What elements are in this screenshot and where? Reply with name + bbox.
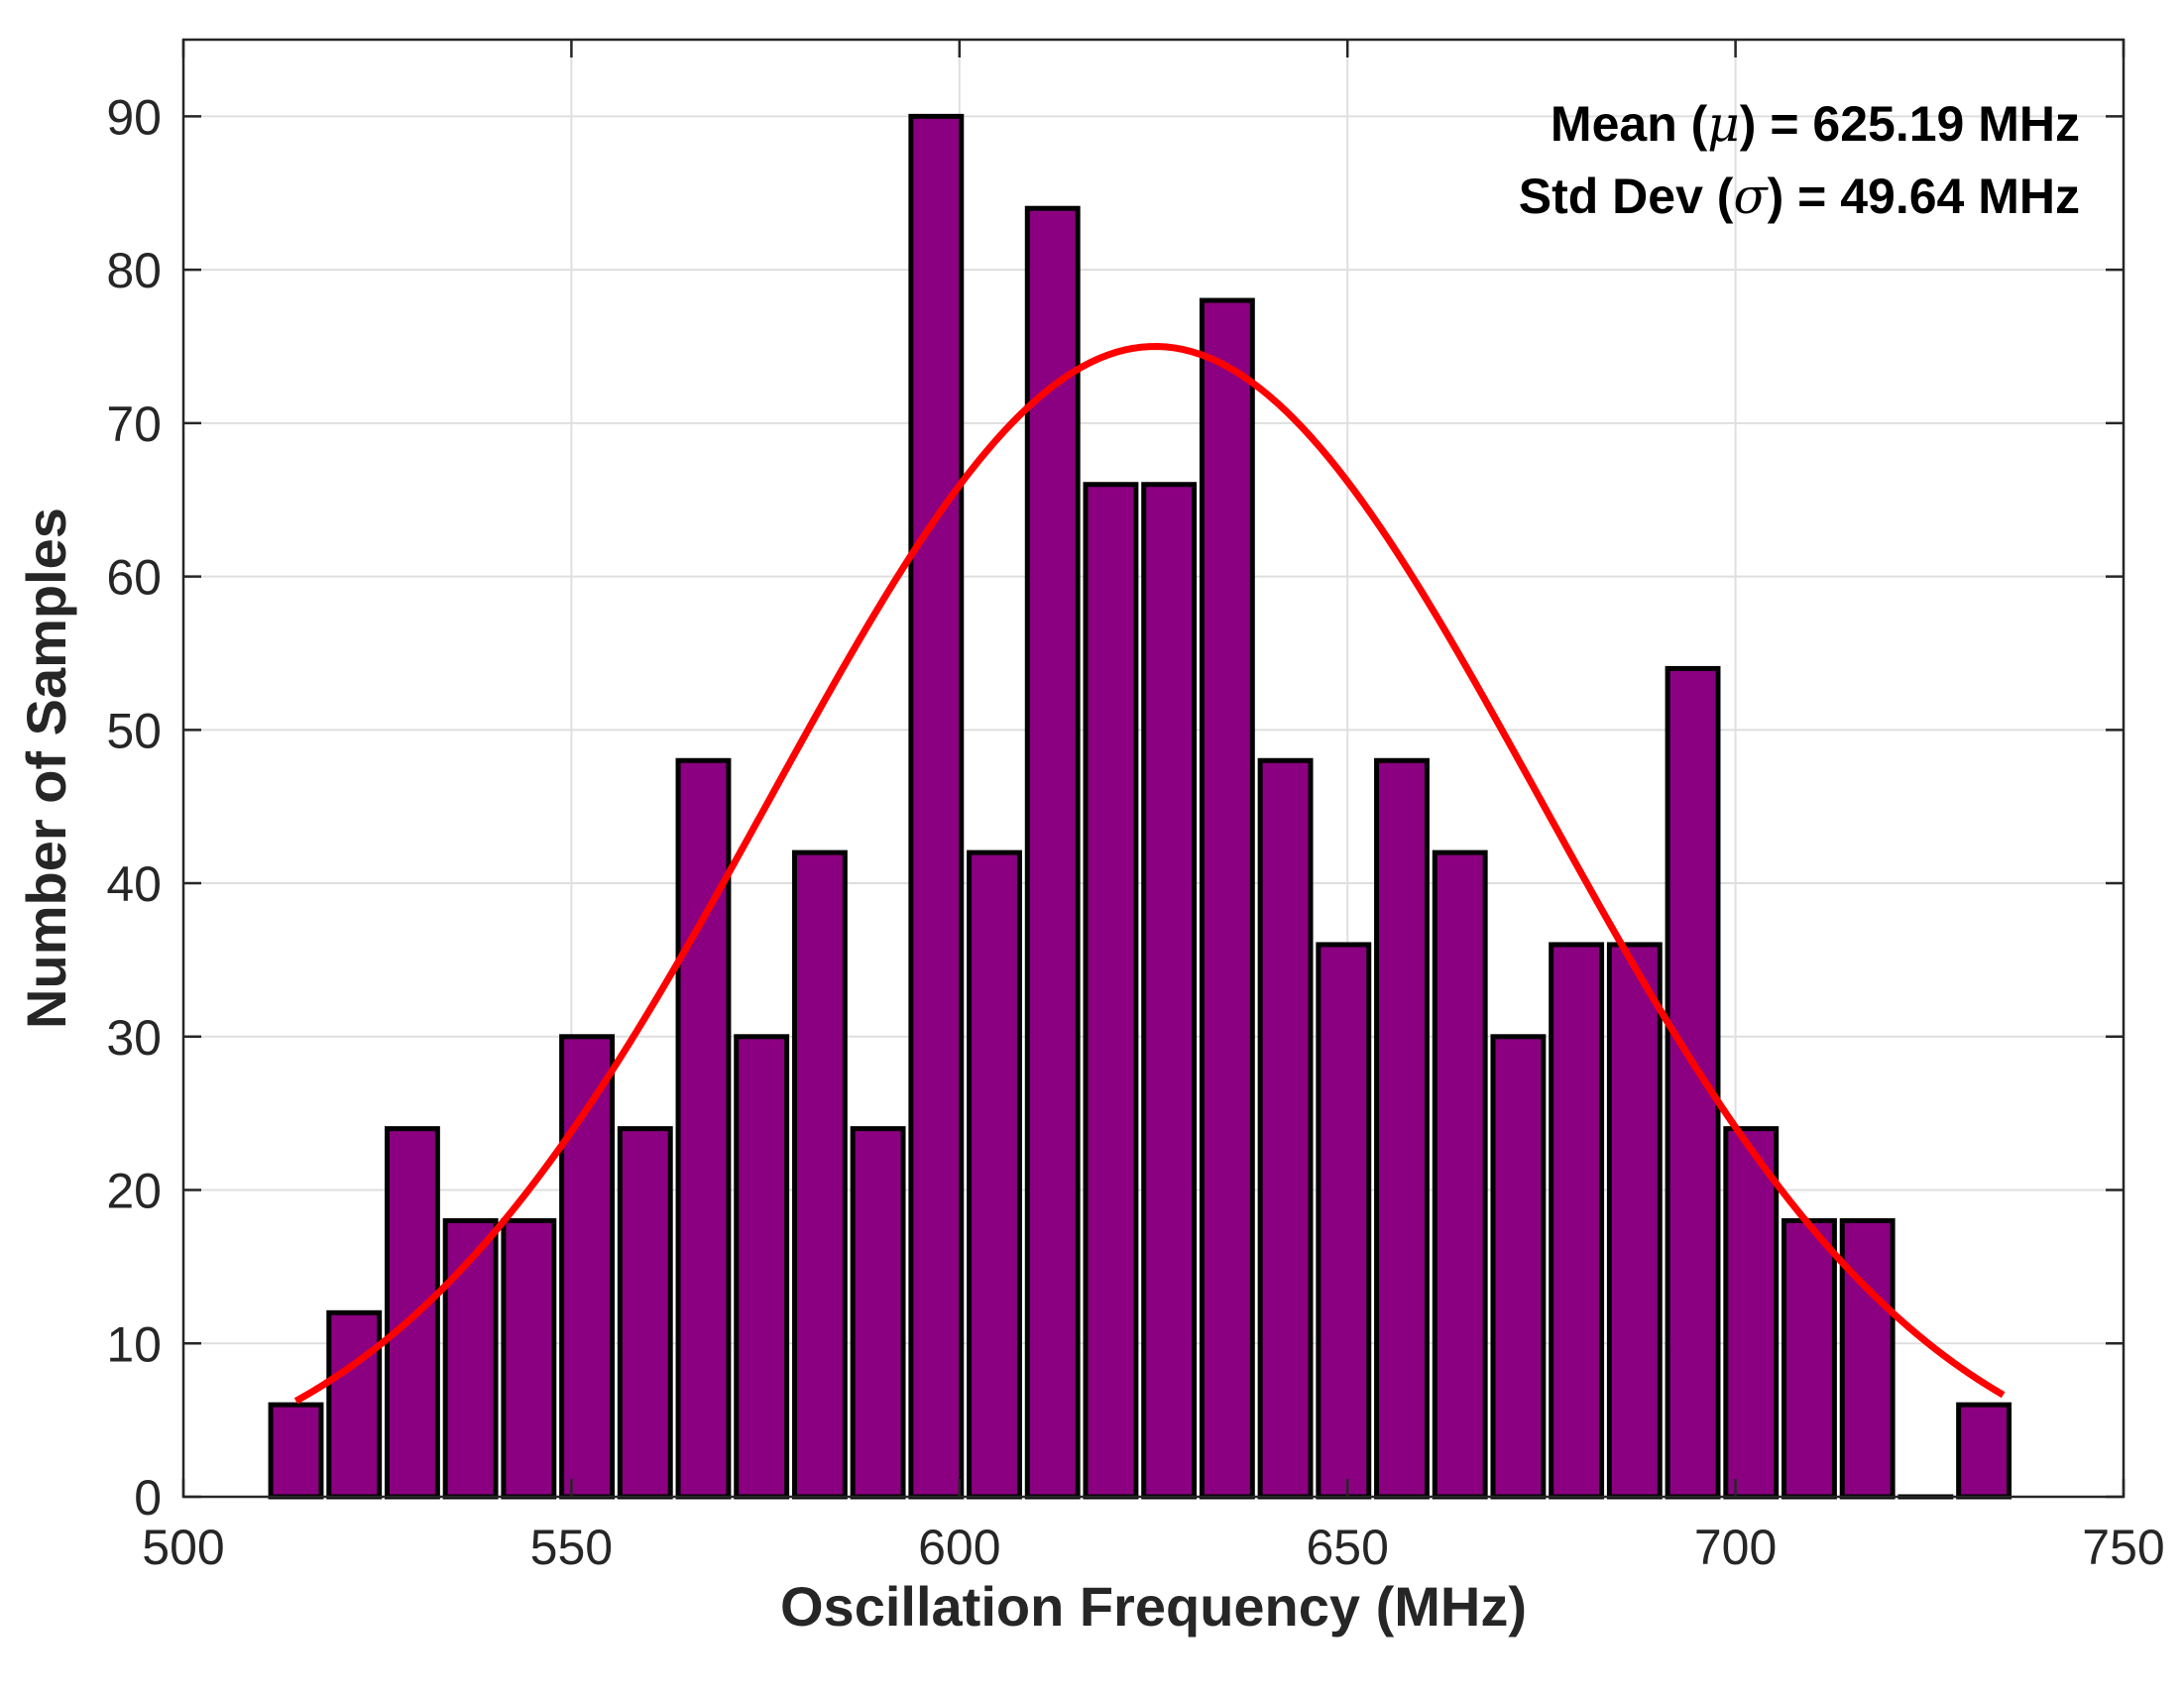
axes-box <box>181 38 2126 1499</box>
x-tick-label: 700 <box>1694 1520 1777 1575</box>
histogram-bar <box>850 1126 906 1500</box>
x-tick-label: 500 <box>142 1520 224 1575</box>
normal-fit-curve <box>293 343 2006 1405</box>
histogram-bar <box>268 1402 324 1500</box>
x-tick-label: 750 <box>2082 1520 2164 1575</box>
histogram-bar <box>1956 1402 2012 1500</box>
y-tick-label: 30 <box>106 1010 162 1066</box>
histogram-bar <box>675 757 732 1500</box>
x-tick-label: 600 <box>918 1520 1000 1575</box>
std-annotation: Std Dev (σ) = 49.64 MHz <box>1519 168 2080 225</box>
x-axis-label: Oscillation Frequency (MHz) <box>780 1575 1527 1638</box>
histogram-bar <box>791 849 848 1500</box>
y-tick-label: 50 <box>106 703 162 758</box>
histogram-bar <box>1024 205 1081 1500</box>
histogram-bars <box>268 113 2012 1500</box>
histogram-bar <box>617 1126 673 1500</box>
histogram-bar <box>1665 665 1721 1500</box>
histogram-bar <box>908 113 965 1500</box>
histogram-bar <box>1141 482 1198 1500</box>
y-tick-label: 40 <box>106 856 162 912</box>
histogram-bar <box>1432 849 1488 1500</box>
histogram-bar <box>1083 482 1139 1500</box>
histogram-bar <box>967 849 1022 1500</box>
y-tick-label: 0 <box>134 1470 162 1526</box>
histogram-bar <box>1199 297 1255 1500</box>
histogram-bar <box>1374 757 1430 1500</box>
y-tick-label: 70 <box>106 396 162 452</box>
x-tick-label: 650 <box>1306 1520 1388 1575</box>
y-axis-label: Number of Samples <box>15 508 77 1029</box>
y-tick-label: 80 <box>106 243 162 298</box>
histogram-bar <box>1782 1217 1837 1500</box>
histogram-bar <box>734 1034 790 1500</box>
histogram-bar <box>1549 942 1605 1500</box>
histogram-bar <box>1839 1217 1896 1500</box>
x-tick-label: 550 <box>530 1520 613 1575</box>
histogram-bar <box>1490 1034 1547 1500</box>
y-tick-label: 20 <box>106 1164 162 1219</box>
y-tick-label: 60 <box>106 550 162 606</box>
histogram-bar <box>1257 757 1314 1500</box>
mean-annotation: Mean (μ) = 625.19 MHz <box>1551 95 2080 153</box>
axis-ticks: 500 550 600 650 700 750 0 10 20 30 40 50 60 70 80 90 <box>106 40 2165 1575</box>
histogram-bar <box>1316 942 1372 1500</box>
y-tick-label: 90 <box>106 89 162 145</box>
histogram-bar <box>1723 1126 1780 1500</box>
histogram-bar <box>1606 942 1663 1500</box>
y-tick-label: 10 <box>106 1316 162 1372</box>
histogram-bar <box>501 1217 557 1500</box>
histogram-bar <box>326 1309 383 1500</box>
